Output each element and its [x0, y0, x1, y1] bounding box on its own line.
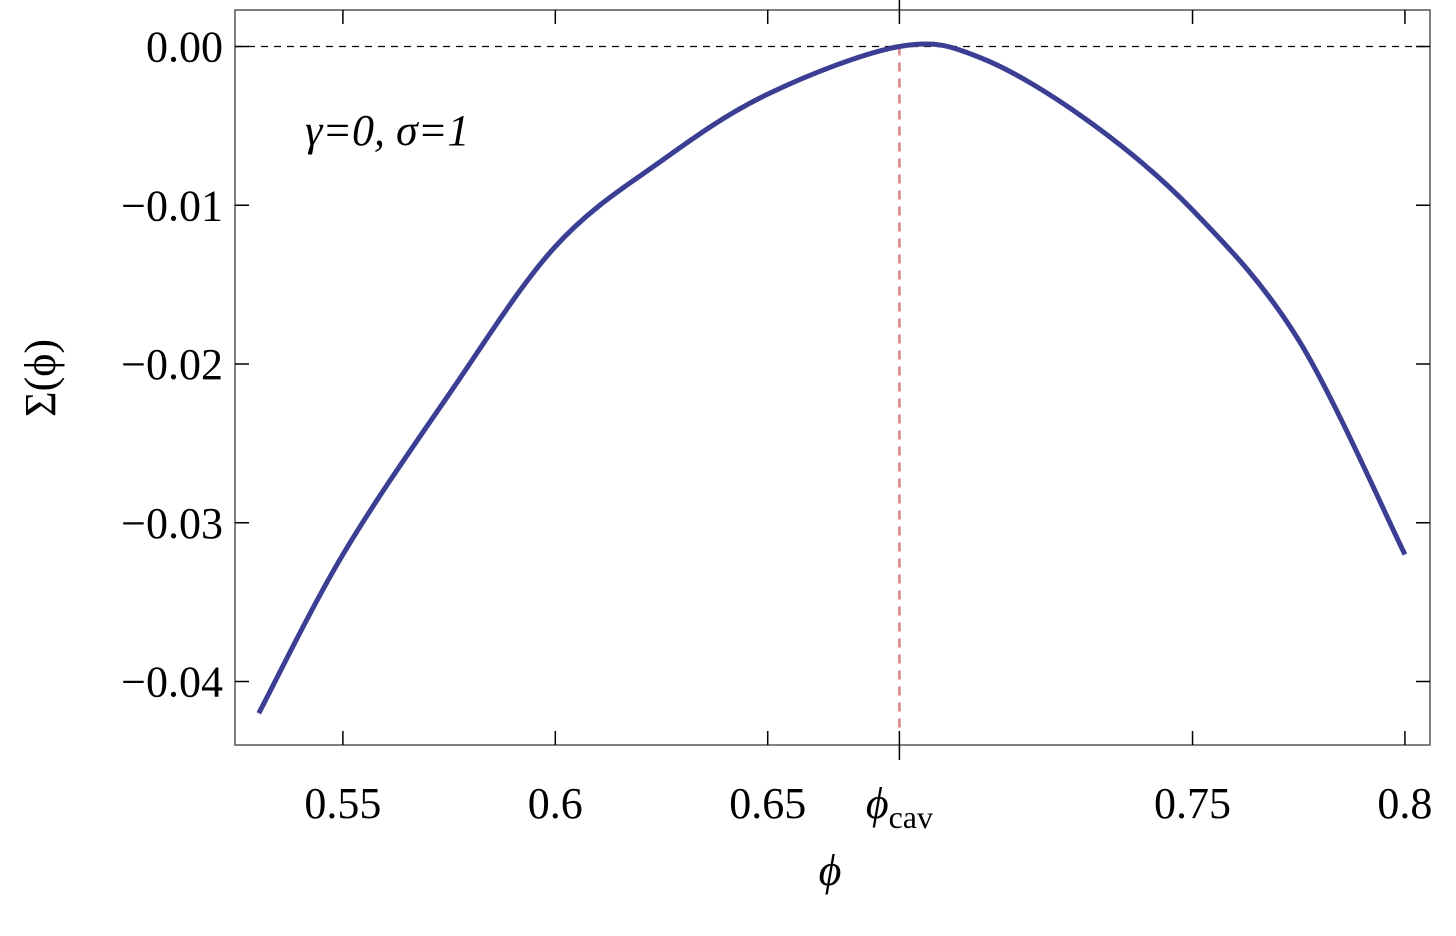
- y-tick-label: −0.03: [121, 499, 223, 548]
- plot-frame: [234, 9, 1431, 746]
- y-tick-label: −0.02: [121, 340, 223, 389]
- annotation: γ=0, σ=1: [305, 106, 469, 155]
- y-axis-label: Σ(ϕ): [16, 339, 65, 417]
- x-tick-label: 0.8: [1377, 779, 1432, 828]
- y-tick-label: −0.01: [121, 181, 223, 230]
- x-tick-label: 0.55: [304, 779, 381, 828]
- x-axis-label: ϕ: [819, 846, 842, 895]
- x-tick-label: 0.75: [1154, 779, 1231, 828]
- x-tick-label-sub: cav: [889, 799, 933, 835]
- series-line: [256, 41, 1408, 715]
- x-tick-label: 0.65: [729, 779, 806, 828]
- x-tick-label: 0.6: [528, 779, 583, 828]
- y-tick-label: 0.00: [146, 23, 223, 72]
- y-tick-label: −0.04: [121, 658, 223, 707]
- x-tick-label: ϕcav: [866, 779, 933, 835]
- x-tick-label-main: ϕ: [866, 779, 889, 828]
